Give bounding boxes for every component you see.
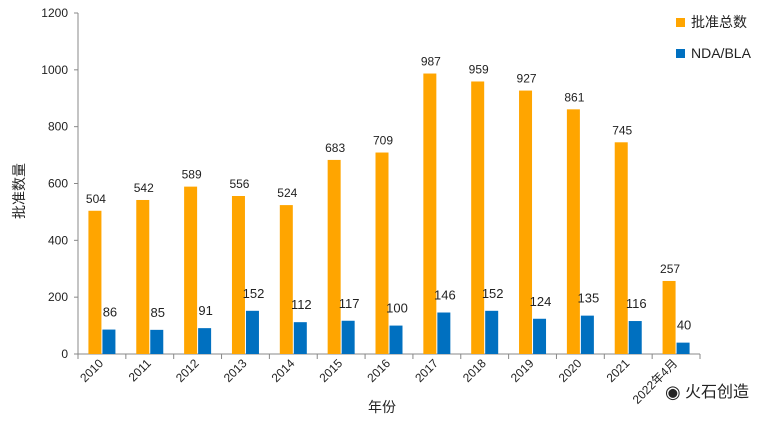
data-label-series-1: 91 [198,303,212,318]
x-tick-label: 2015 [316,356,345,385]
bar-series-1 [102,329,116,354]
data-label-series-0: 556 [229,177,249,191]
bar-series-1 [533,318,547,354]
legend-swatch-series-1 [676,49,685,58]
y-tick-label: 600 [48,177,68,191]
legend-swatch-series-0 [676,18,685,27]
y-tick-label: 1200 [41,6,68,20]
bar-series-0 [136,199,150,354]
x-tick-label: 2017 [412,356,441,385]
bar-series-1 [485,310,499,354]
data-labels: 504 542 589 556 524 683 709 987 959 927 861 745 257 8… [86,55,691,333]
data-label-series-1: 152 [482,286,504,301]
bar-series-1 [150,329,164,354]
bar-series-0 [566,109,580,355]
data-label-series-0: 861 [564,90,584,104]
bar-series-1 [198,328,212,354]
bar-series-0 [327,159,341,354]
x-axis-title: 年份 [368,399,396,415]
bar-series-1 [389,325,403,354]
y-tick-label: 200 [48,290,68,304]
data-label-series-0: 524 [277,186,297,200]
data-label-series-1: 124 [530,294,552,309]
bar-series-0 [231,196,245,354]
data-label-series-1: 117 [339,296,360,311]
x-tick-label: 2014 [269,356,298,385]
bar-series-1 [676,342,690,354]
y-axis-title: 批准数量 [11,163,27,219]
data-label-series-0: 257 [660,262,680,276]
data-label-series-1: 40 [677,318,691,333]
data-label-series-1: 146 [434,288,456,303]
y-tick-label: 400 [48,233,68,247]
bar-series-1 [437,312,451,354]
bar-series-0 [614,142,628,354]
data-label-series-0: 959 [469,62,489,76]
bar-series-0 [423,73,437,354]
data-label-series-1: 112 [291,297,312,312]
bar-series-1 [245,310,259,354]
data-label-series-0: 504 [86,192,106,206]
bar-series-0 [375,152,389,354]
legend-label-series-0: 批准总数 [691,14,747,30]
x-tick-label: 2019 [508,356,537,385]
bar-series-1 [293,322,307,354]
bar-series-0 [662,280,676,354]
data-label-series-0: 683 [325,141,345,155]
y-axis: 0 200 400 600 800 1000 1200 [41,6,79,361]
bar-series-1 [628,321,642,354]
data-label-series-0: 745 [612,123,632,137]
bar-series-0 [519,90,533,354]
data-label-series-0: 987 [421,55,441,69]
data-label-series-1: 116 [626,296,647,311]
x-tick-label: 2021 [604,356,633,385]
legend-label-series-1: NDA/BLA [691,45,752,61]
watermark-text: 火石创造 [685,383,749,401]
y-tick-label: 1000 [41,63,68,77]
data-label-series-1: 152 [243,286,265,301]
legend: 批准总数 NDA/BLA [676,14,752,61]
bar-series-0 [88,210,102,354]
data-label-series-0: 709 [373,134,393,148]
data-label-series-0: 927 [517,72,537,86]
watermark-icon: ◉ [665,382,681,402]
data-label-series-1: 86 [103,305,117,320]
x-tick-label: 2013 [221,356,250,385]
data-label-series-1: 85 [151,305,165,320]
x-tick-label: 2010 [77,356,106,385]
data-label-series-0: 542 [134,181,154,195]
data-label-series-1: 100 [386,301,408,316]
bar-series-0 [184,186,198,354]
bar-series-1 [580,315,594,354]
x-tick-label: 2018 [460,356,489,385]
bar-series-0 [279,205,293,354]
bar-series-1 [341,320,355,354]
bar-series-0 [471,81,485,355]
y-tick-label: 800 [48,120,68,134]
x-tick-label: 2011 [126,356,154,384]
data-label-series-1: 135 [578,291,600,306]
x-tick-label: 2016 [364,356,393,385]
watermark: ◉ 火石创造 [665,382,749,402]
x-tick-label: 2020 [556,356,585,385]
data-label-series-0: 589 [182,168,202,182]
x-tick-label: 2012 [173,356,202,385]
bars [88,73,690,355]
y-tick-label: 0 [61,347,68,361]
